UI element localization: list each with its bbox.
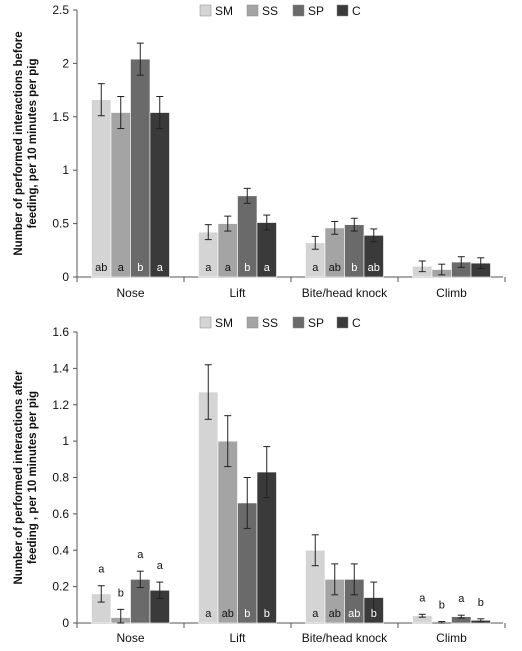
y-tick-label: 1.4 (52, 361, 69, 375)
x-tick-label: Lift (229, 286, 246, 300)
significance-letter: b (264, 608, 270, 620)
chart-panel-bottom: 0 0.2 0.4 0.6 0.8 1 1.2 1.4 1.6 Number of perform… (13, 316, 506, 645)
legend-label-ss: SS (262, 316, 278, 330)
y-tick-label: 0.2 (52, 580, 69, 594)
legend-label-sm: SM (215, 4, 233, 18)
chart-panel-top: 0 0.5 1 1.5 2 2.5 Number of performed interact… (13, 3, 506, 300)
legend-swatch-ss (246, 4, 259, 17)
legend-label-sp: SP (308, 316, 324, 330)
significance-letter: ab (368, 262, 380, 274)
significance-letter: b (478, 597, 484, 609)
y-tick-label: 1 (62, 434, 69, 448)
y-tick-label: 0.6 (52, 507, 69, 521)
legend-label-sp: SP (308, 4, 324, 18)
bar-sm-lift (198, 391, 219, 624)
significance-letter: a (312, 262, 319, 274)
significance-letter: ab (348, 608, 360, 620)
significance-letter: a (458, 593, 465, 605)
y-tick-label: 1 (62, 163, 69, 177)
x-tick-label: Bite/head knock (302, 286, 388, 300)
significance-letter: a (118, 262, 125, 274)
x-tick-label: Bite/head knock (302, 631, 388, 645)
bar-ss-nose (110, 112, 131, 278)
significance-letter: ab (329, 262, 341, 274)
significance-letter: ab (222, 608, 234, 620)
y-tick-label: 0 (62, 616, 69, 630)
significance-letter: a (157, 262, 164, 274)
x-tick-label: Climb (436, 631, 467, 645)
significance-letter: a (205, 608, 212, 620)
bar-sp-nose (130, 58, 151, 278)
legend-swatch-c (336, 4, 349, 17)
significance-letter: b (118, 587, 124, 599)
y-tick-label: 2 (62, 56, 69, 70)
significance-letter: a (264, 262, 271, 274)
significance-letter: a (312, 608, 319, 620)
x-tick-label: Lift (229, 631, 246, 645)
legend-swatch-c (336, 316, 349, 329)
legend-swatch-sm (199, 4, 212, 17)
x-tick-label: Nose (116, 286, 144, 300)
y-tick-label: 0 (62, 270, 69, 284)
bar-sm-nose (91, 99, 112, 278)
x-tick-label: Nose (116, 631, 144, 645)
y-tick-label: 1.5 (52, 110, 69, 124)
significance-letter: b (351, 262, 357, 274)
significance-letter: b (244, 608, 250, 620)
legend-swatch-sp (292, 4, 305, 17)
x-tick-label: Climb (436, 286, 467, 300)
significance-letter: a (98, 564, 105, 576)
legend-label-c: C (352, 316, 361, 330)
y-tick-label: 1.6 (52, 325, 69, 339)
y-axis-label: Number of performed interactions after (13, 370, 25, 585)
significance-letter: ab (95, 262, 107, 274)
legend-swatch-sp (292, 316, 305, 329)
y-axis-label: Number of performed interactions before (13, 31, 25, 255)
y-axis-label: feeding , per 10 minutes per pig (27, 391, 39, 564)
significance-letter: b (439, 600, 445, 612)
legend-swatch-sm (199, 316, 212, 329)
legend-label-c: C (352, 4, 361, 18)
legend-label-ss: SS (262, 4, 278, 18)
significance-letter: a (157, 560, 164, 572)
significance-letter: b (137, 262, 143, 274)
significance-letter: a (137, 549, 144, 561)
significance-letter: a (419, 592, 426, 604)
significance-letter: b (371, 608, 377, 620)
y-tick-label: 2.5 (52, 3, 69, 17)
legend-swatch-ss (246, 316, 259, 329)
y-tick-label: 0.5 (52, 217, 69, 231)
bar-c-nose (149, 112, 170, 278)
legend-label-sm: SM (215, 316, 233, 330)
significance-letter: b (244, 262, 250, 274)
y-tick-label: 0.8 (52, 471, 69, 485)
y-tick-label: 1.2 (52, 398, 69, 412)
bar-ss-lift (217, 440, 238, 624)
y-axis-label: feeding, per 10 minutes per pig (27, 59, 39, 229)
significance-letter: ab (329, 608, 341, 620)
significance-letter: a (225, 262, 232, 274)
significance-letter: a (205, 262, 212, 274)
y-tick-label: 0.4 (52, 543, 69, 557)
